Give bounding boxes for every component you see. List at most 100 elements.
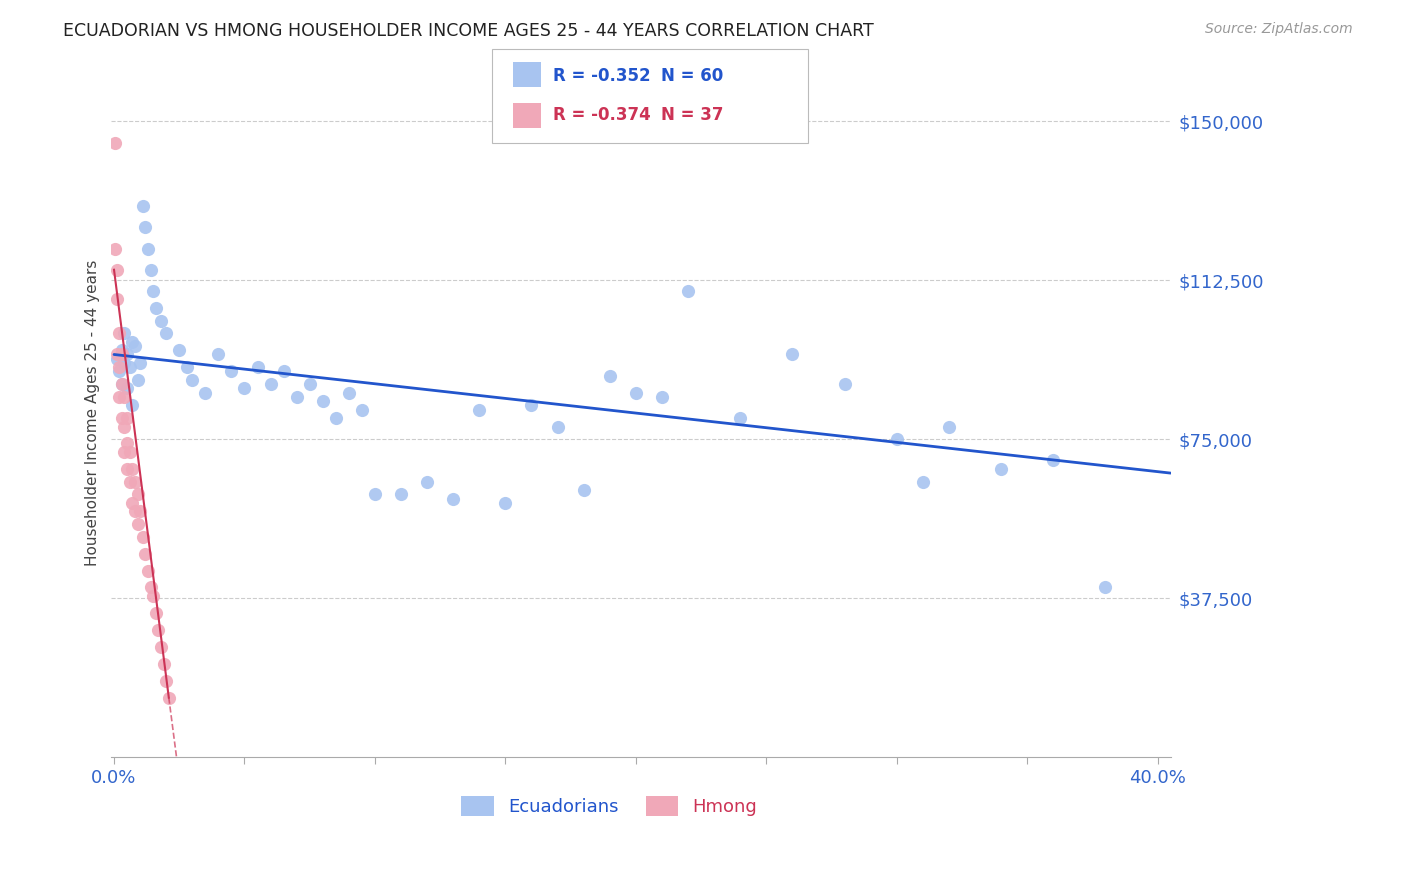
Point bbox=[114, 445, 136, 459]
Point bbox=[651, 390, 673, 404]
Point bbox=[728, 411, 751, 425]
Point bbox=[599, 368, 621, 383]
Text: R = -0.352: R = -0.352 bbox=[553, 68, 650, 86]
Point bbox=[129, 504, 152, 518]
Point bbox=[468, 402, 491, 417]
Point bbox=[911, 475, 934, 489]
Point bbox=[149, 640, 172, 654]
Point bbox=[104, 136, 127, 150]
Point bbox=[139, 262, 162, 277]
Point bbox=[259, 377, 281, 392]
Point bbox=[176, 360, 198, 375]
Point bbox=[886, 432, 908, 446]
Point bbox=[938, 419, 960, 434]
Point bbox=[108, 364, 131, 378]
Point bbox=[111, 411, 134, 425]
Point bbox=[325, 411, 347, 425]
Point bbox=[111, 377, 134, 392]
Point bbox=[115, 436, 138, 450]
Point bbox=[167, 343, 190, 358]
Point bbox=[108, 326, 131, 341]
Point bbox=[111, 343, 134, 358]
Point bbox=[111, 347, 134, 361]
Point bbox=[142, 284, 165, 298]
Point bbox=[1042, 453, 1064, 467]
Point bbox=[115, 411, 138, 425]
Text: Source: ZipAtlas.com: Source: ZipAtlas.com bbox=[1205, 22, 1353, 37]
Point bbox=[118, 445, 141, 459]
Point bbox=[142, 589, 165, 603]
Point bbox=[572, 483, 595, 497]
Point bbox=[416, 475, 439, 489]
Point bbox=[520, 398, 543, 412]
Point bbox=[350, 402, 373, 417]
Point bbox=[624, 385, 647, 400]
Point bbox=[132, 199, 155, 213]
Text: ECUADORIAN VS HMONG HOUSEHOLDER INCOME AGES 25 - 44 YEARS CORRELATION CHART: ECUADORIAN VS HMONG HOUSEHOLDER INCOME A… bbox=[63, 22, 875, 40]
Point bbox=[118, 360, 141, 375]
Point bbox=[118, 475, 141, 489]
Point bbox=[148, 623, 170, 637]
Point bbox=[124, 504, 146, 518]
Text: N = 60: N = 60 bbox=[661, 68, 723, 86]
Point bbox=[108, 360, 131, 375]
Point bbox=[121, 334, 143, 349]
Point bbox=[181, 373, 204, 387]
Point bbox=[834, 377, 856, 392]
Point bbox=[337, 385, 360, 400]
Point bbox=[145, 301, 167, 315]
Y-axis label: Householder Income Ages 25 - 44 years: Householder Income Ages 25 - 44 years bbox=[86, 260, 100, 566]
Point bbox=[194, 385, 217, 400]
Point bbox=[389, 487, 412, 501]
Point bbox=[207, 347, 229, 361]
Point bbox=[124, 339, 146, 353]
Text: R = -0.374: R = -0.374 bbox=[553, 106, 651, 124]
Point bbox=[298, 377, 321, 392]
Point bbox=[273, 364, 295, 378]
Point bbox=[494, 496, 516, 510]
Point bbox=[136, 564, 159, 578]
Legend: Ecuadorians, Hmong: Ecuadorians, Hmong bbox=[454, 789, 765, 823]
Point bbox=[114, 326, 136, 341]
Point bbox=[139, 581, 162, 595]
Point bbox=[124, 475, 146, 489]
Point bbox=[157, 690, 180, 705]
Point bbox=[115, 381, 138, 395]
Point bbox=[149, 313, 172, 327]
Point bbox=[105, 262, 128, 277]
Point bbox=[121, 462, 143, 476]
Point bbox=[121, 496, 143, 510]
Point bbox=[1094, 581, 1116, 595]
Point bbox=[127, 516, 149, 531]
Point bbox=[441, 491, 464, 506]
Point bbox=[127, 373, 149, 387]
Point bbox=[155, 673, 177, 688]
Point bbox=[115, 347, 138, 361]
Point bbox=[547, 419, 569, 434]
Point bbox=[221, 364, 243, 378]
Point bbox=[364, 487, 387, 501]
Point bbox=[134, 220, 156, 235]
Point bbox=[782, 347, 804, 361]
Point bbox=[105, 347, 128, 361]
Point bbox=[121, 398, 143, 412]
Point bbox=[136, 242, 159, 256]
Point bbox=[108, 390, 131, 404]
Point bbox=[152, 657, 174, 671]
Point bbox=[114, 419, 136, 434]
Point bbox=[127, 487, 149, 501]
Point bbox=[312, 394, 335, 409]
Point bbox=[246, 360, 269, 375]
Point bbox=[111, 377, 134, 392]
Point bbox=[114, 356, 136, 370]
Point bbox=[132, 530, 155, 544]
Text: N = 37: N = 37 bbox=[661, 106, 723, 124]
Point bbox=[115, 462, 138, 476]
Point bbox=[104, 242, 127, 256]
Point bbox=[155, 326, 177, 341]
Point bbox=[285, 390, 308, 404]
Point bbox=[105, 293, 128, 307]
Point bbox=[114, 390, 136, 404]
Point bbox=[676, 284, 699, 298]
Point bbox=[233, 381, 256, 395]
